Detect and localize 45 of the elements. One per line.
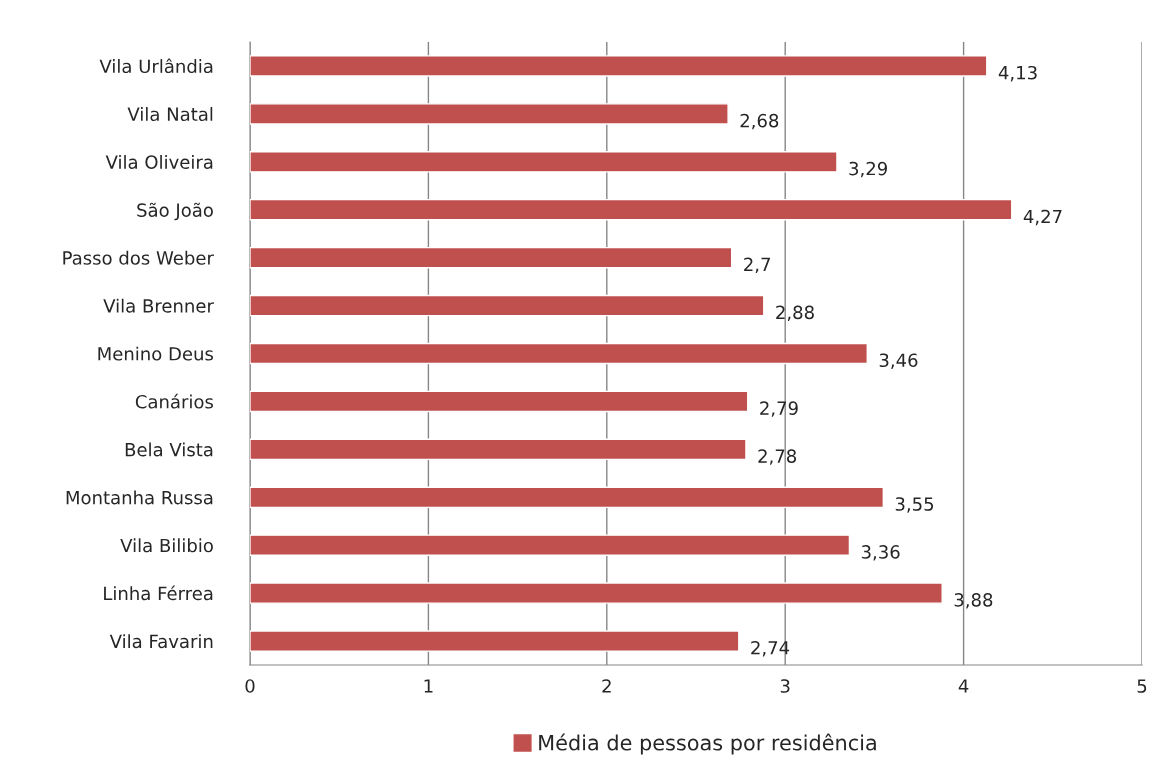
y-tick-label: Menino Deus (98, 346, 214, 361)
x-tick-label: 5 (1137, 679, 1147, 693)
y-tick-label: Canários (135, 393, 214, 409)
data-label: 4,27 (1023, 209, 1062, 226)
bar (250, 55, 988, 77)
bar (250, 246, 733, 269)
y-tick-label: Vila Brenner (103, 298, 214, 313)
data-label: 2,79 (760, 401, 798, 417)
bar (250, 198, 1013, 221)
x-tick-label: 4 (958, 679, 969, 693)
bar (250, 294, 765, 317)
bar (250, 438, 747, 461)
bar (250, 103, 729, 125)
y-tick-label: Vila Favarin (109, 634, 213, 649)
x-tick-label: 3 (780, 679, 790, 693)
bar (250, 151, 838, 173)
data-label: 2,68 (740, 113, 779, 130)
y-tick-label: Linha Férrea (104, 585, 213, 601)
y-tick-label: Montanha Russa (66, 490, 213, 505)
data-label: 3,46 (879, 353, 918, 369)
y-tick-label: Passo dos Weber (63, 250, 214, 265)
bar (250, 390, 749, 413)
bar (250, 486, 885, 509)
x-tick-label: 0 (245, 679, 255, 693)
y-tick-label: Bela Vista (125, 442, 213, 457)
bar (250, 342, 868, 365)
data-label: 3,55 (895, 497, 934, 513)
legend-label: Média de pessoas por residência (539, 733, 876, 755)
data-label: 2,78 (758, 449, 797, 465)
y-tick-label: Vila Oliveira (105, 154, 213, 169)
bar (250, 630, 740, 652)
x-tick-label: 1 (424, 679, 433, 693)
data-label: 2,74 (751, 640, 790, 657)
y-tick-label: Vila Urlândia (99, 58, 213, 74)
y-tick-label: Vila Natal (127, 107, 213, 121)
data-label: 3,29 (849, 161, 887, 178)
x-tick-label: 2 (602, 679, 611, 693)
data-label: 2,88 (776, 305, 814, 321)
bar (250, 534, 851, 556)
data-label: 4,13 (998, 65, 1037, 82)
y-tick-label: Vila Bilibio (120, 538, 213, 553)
data-label: 3,36 (861, 545, 900, 561)
y-tick-label: São João (137, 202, 213, 221)
bar (250, 582, 943, 604)
data-label: 2,7 (744, 257, 770, 274)
